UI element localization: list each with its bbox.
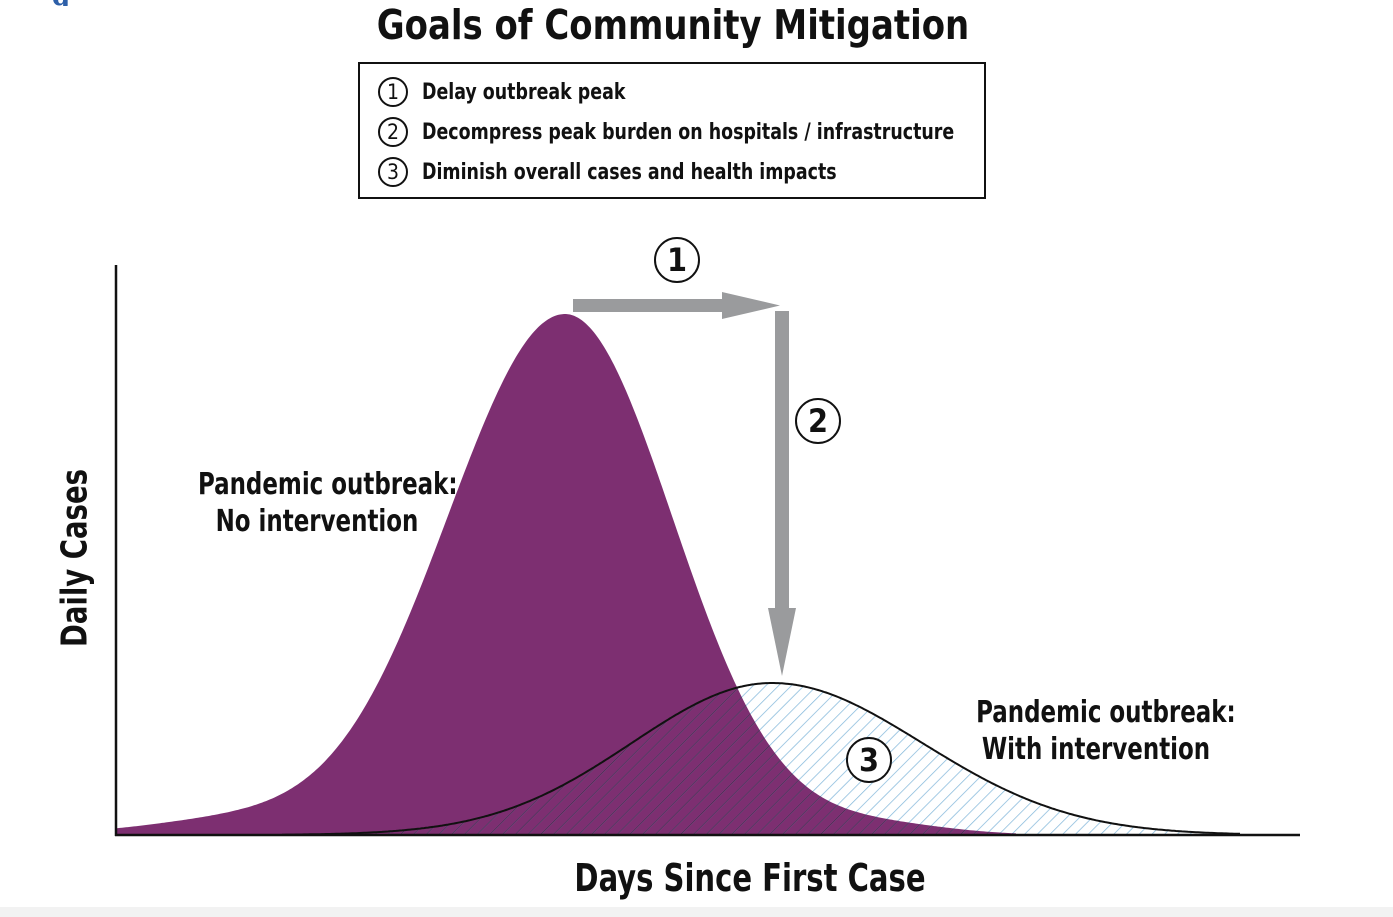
diagram-title: Goals of Community Mitigation xyxy=(376,1,970,49)
no-intervention-curve xyxy=(116,314,1016,835)
with-intervention-label: Pandemic outbreak: With intervention xyxy=(976,694,1236,768)
corner-fragment-icon: g xyxy=(52,0,70,6)
legend-item-diminish: 3 Diminish overall cases and health impa… xyxy=(378,155,893,189)
y-axis-label: Daily Cases xyxy=(54,468,96,648)
svg-text:g: g xyxy=(52,0,70,6)
legend-item-decompress: 2 Decompress peak burden on hospitals / … xyxy=(378,115,1027,149)
x-axis-label: Days Since First Case xyxy=(574,856,926,900)
with-intervention-curve xyxy=(282,682,1240,836)
step-badge-delay: 1 xyxy=(654,237,700,283)
no-intervention-label: Pandemic outbreak: No intervention xyxy=(198,466,458,540)
no-intervention-label-line1: Pandemic outbreak: xyxy=(198,467,458,502)
bottom-edge-strip xyxy=(0,907,1393,917)
legend-number-badge: 1 xyxy=(378,77,408,107)
legend-number-badge: 2 xyxy=(378,117,408,147)
with-intervention-label-line1: Pandemic outbreak: xyxy=(976,695,1236,730)
legend-item-label: Decompress peak burden on hospitals / in… xyxy=(422,119,955,145)
step-badge-decompress: 2 xyxy=(795,398,841,444)
decompress-arrow xyxy=(768,311,796,676)
with-intervention-label-line2: With intervention xyxy=(981,732,1211,767)
step-badge-diminish: 3 xyxy=(846,737,892,783)
legend-number-badge: 3 xyxy=(378,157,408,187)
legend-item-label: Diminish overall cases and health impact… xyxy=(422,159,837,185)
legend-item-delay: 1 Delay outbreak peak xyxy=(378,75,653,109)
no-intervention-label-line2: No intervention xyxy=(215,504,419,539)
legend-box: 1 Delay outbreak peak 2 Decompress peak … xyxy=(358,62,986,199)
legend-item-label: Delay outbreak peak xyxy=(422,79,626,105)
delay-arrow xyxy=(573,292,780,319)
